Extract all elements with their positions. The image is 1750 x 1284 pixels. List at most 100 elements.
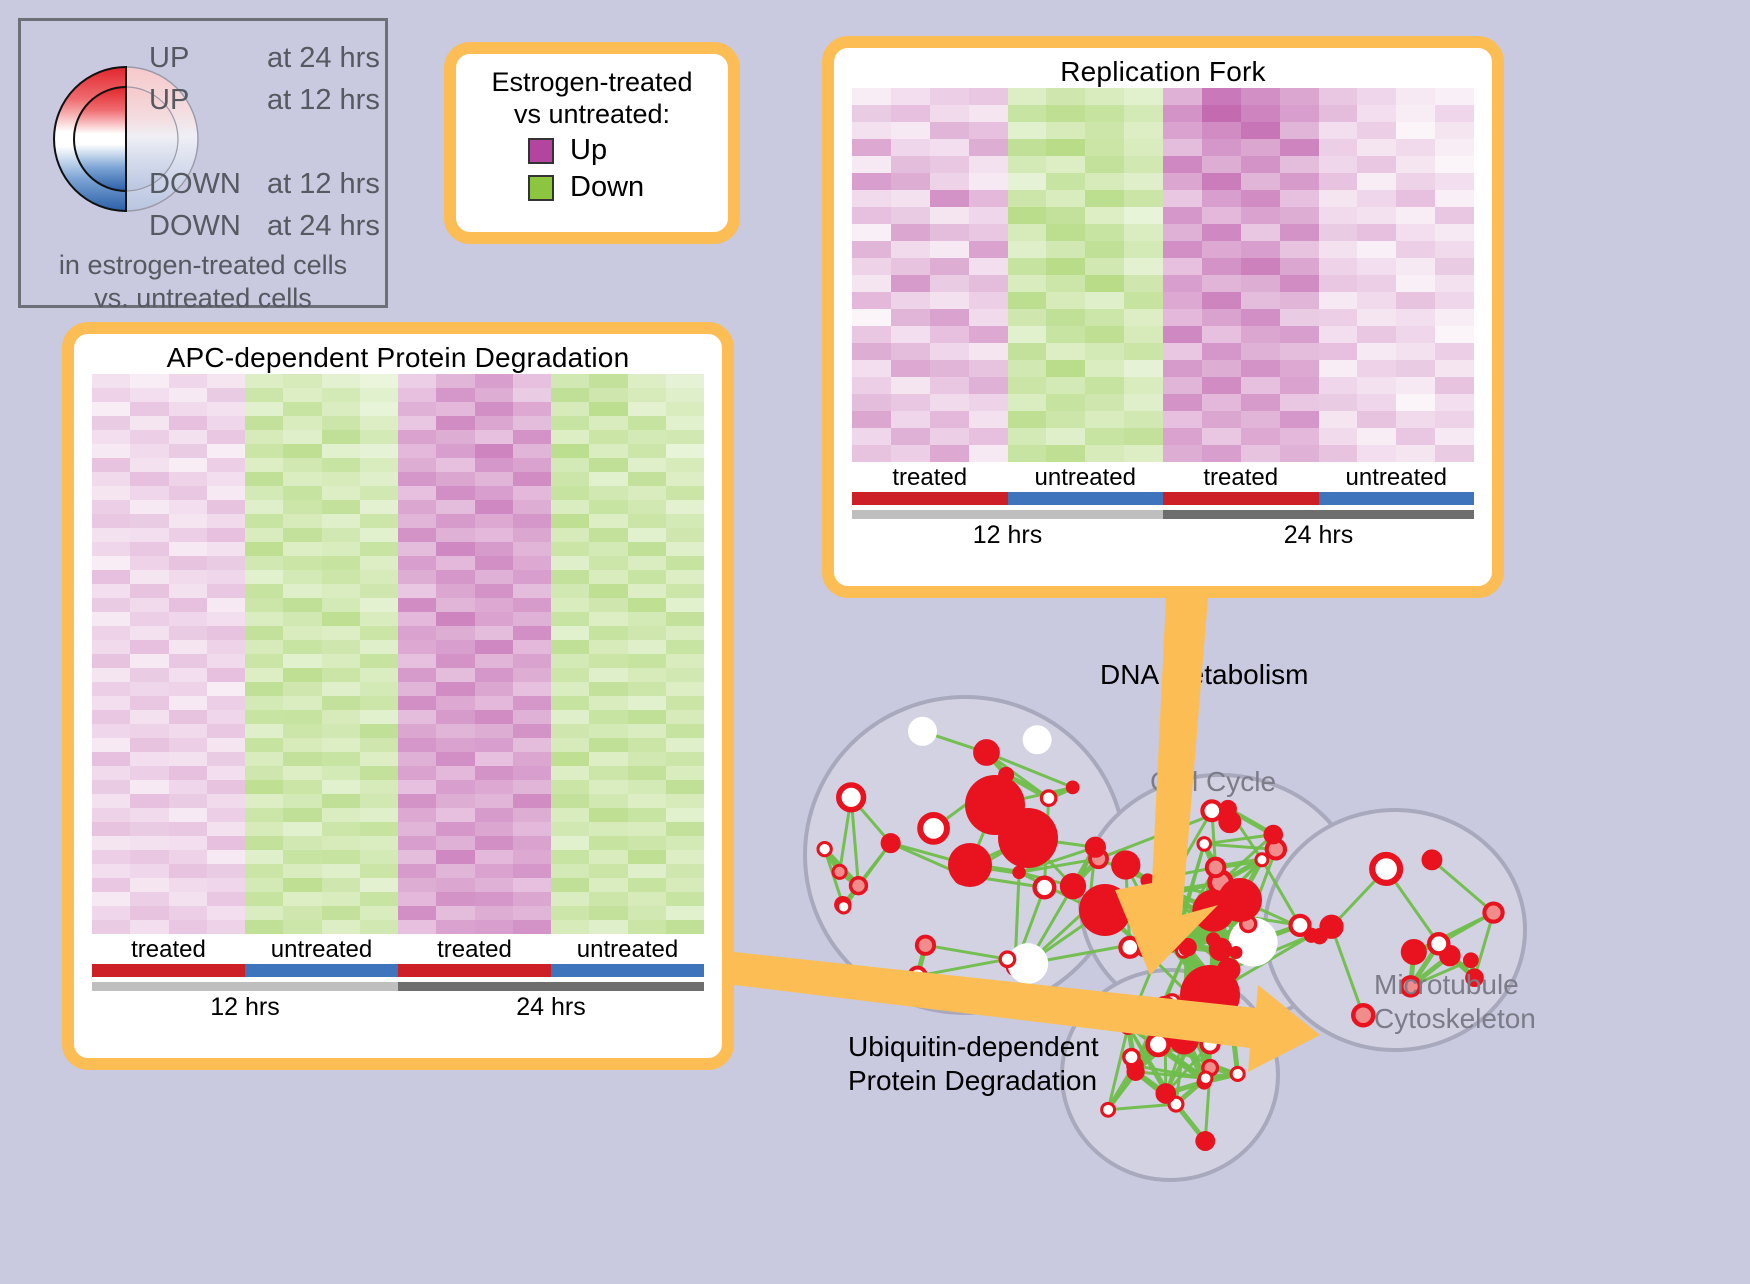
- network-node[interactable]: [1372, 855, 1400, 883]
- heatmap-cell: [969, 156, 1008, 173]
- network-node[interactable]: [1180, 965, 1240, 1025]
- network-node[interactable]: [1172, 1027, 1196, 1051]
- network-node[interactable]: [1041, 791, 1055, 805]
- heatmap-cell: [1124, 173, 1163, 190]
- heatmap-cell: [92, 696, 130, 710]
- network-node[interactable]: [1304, 928, 1319, 943]
- network-node[interactable]: [1155, 998, 1175, 1018]
- network-node[interactable]: [1353, 1005, 1373, 1025]
- network-node[interactable]: [1207, 859, 1225, 877]
- heatmap-cell: [169, 654, 207, 668]
- heatmap-cell: [628, 794, 666, 808]
- heatmap-cell: [92, 388, 130, 402]
- heatmap-cell: [1357, 258, 1396, 275]
- pathway-network: DNA Metabolism Cell Cycle Microtubule Cy…: [770, 600, 1750, 1279]
- network-node[interactable]: [948, 843, 992, 887]
- network-node[interactable]: [1211, 940, 1230, 959]
- network-node[interactable]: [1111, 850, 1140, 879]
- network-node[interactable]: [1229, 946, 1242, 959]
- network-node[interactable]: [1180, 940, 1195, 955]
- network-node[interactable]: [1066, 781, 1080, 795]
- heatmap-cell: [1202, 88, 1241, 105]
- heatmap-cell: [891, 326, 930, 343]
- heatmap-cell: [930, 105, 969, 122]
- network-node[interactable]: [1225, 1018, 1239, 1032]
- network-node[interactable]: [838, 901, 850, 913]
- heatmap-cell: [1241, 88, 1280, 105]
- network-node[interactable]: [1423, 851, 1440, 868]
- network-node[interactable]: [1062, 875, 1083, 896]
- network-node[interactable]: [1087, 839, 1104, 856]
- network-node[interactable]: [851, 878, 867, 894]
- heatmap-cell: [322, 458, 360, 472]
- network-node[interactable]: [1102, 1103, 1115, 1116]
- network-node[interactable]: [1079, 884, 1131, 936]
- heatmap-cell: [92, 794, 130, 808]
- heatmap-cell: [398, 738, 436, 752]
- network-node[interactable]: [976, 742, 998, 764]
- network-node[interactable]: [839, 785, 864, 810]
- heatmap-cell: [1280, 394, 1319, 411]
- network-node[interactable]: [909, 968, 926, 985]
- network-node[interactable]: [1429, 934, 1448, 953]
- network-node[interactable]: [1195, 1131, 1215, 1151]
- network-node[interactable]: [818, 842, 831, 855]
- heatmap-cell: [92, 836, 130, 850]
- heatmap-cell: [969, 428, 1008, 445]
- treatment-bar: [1008, 492, 1164, 505]
- network-node[interactable]: [1000, 952, 1015, 967]
- group-label: untreated: [245, 936, 398, 964]
- network-node[interactable]: [1155, 1083, 1176, 1104]
- heatmap-cell: [245, 416, 283, 430]
- heatmap-cell: [322, 850, 360, 864]
- heatmap-cell: [245, 500, 283, 514]
- heatmap-cell: [130, 794, 168, 808]
- network-node[interactable]: [1199, 1072, 1212, 1085]
- network-node[interactable]: [1221, 802, 1236, 817]
- network-node[interactable]: [908, 717, 937, 746]
- network-node[interactable]: [1322, 917, 1342, 937]
- network-node[interactable]: [1198, 838, 1211, 851]
- network-node[interactable]: [1484, 904, 1502, 922]
- network-node[interactable]: [1124, 1050, 1139, 1065]
- heatmap-cell: [436, 640, 474, 654]
- network-node[interactable]: [1035, 878, 1055, 898]
- network-node[interactable]: [917, 937, 934, 954]
- network-node[interactable]: [833, 865, 846, 878]
- network-node[interactable]: [1148, 1034, 1169, 1055]
- heatmap-cell: [1319, 258, 1358, 275]
- heatmap-cell: [1357, 428, 1396, 445]
- network-node[interactable]: [1218, 878, 1262, 922]
- heatmap-cell: [852, 156, 891, 173]
- heatmap-cell: [969, 139, 1008, 156]
- heatmap-cell: [360, 794, 398, 808]
- network-node[interactable]: [1157, 883, 1173, 899]
- heatmap-cell: [852, 88, 891, 105]
- network-node[interactable]: [1120, 938, 1139, 957]
- heatmap-cell: [513, 542, 551, 556]
- heatmap-cell: [1435, 190, 1474, 207]
- heatmap-cell: [322, 794, 360, 808]
- network-node[interactable]: [1263, 825, 1283, 845]
- network-node[interactable]: [1464, 954, 1477, 967]
- network-node[interactable]: [1196, 907, 1214, 925]
- network-node[interactable]: [1256, 854, 1268, 866]
- heatmap-cell: [322, 682, 360, 696]
- network-node[interactable]: [1023, 725, 1052, 754]
- network-node[interactable]: [998, 808, 1058, 868]
- heatmap-cell: [360, 542, 398, 556]
- network-node[interactable]: [920, 815, 947, 842]
- network-node[interactable]: [1231, 1067, 1244, 1080]
- network-node[interactable]: [1172, 922, 1184, 934]
- network-node[interactable]: [1140, 873, 1154, 887]
- heatmap-cell: [92, 514, 130, 528]
- network-node[interactable]: [1201, 1035, 1218, 1052]
- heatmap-cell: [969, 445, 1008, 462]
- heatmap-cell: [322, 430, 360, 444]
- network-node[interactable]: [882, 835, 898, 851]
- heatmap-cell: [1124, 275, 1163, 292]
- heatmap-cell: [475, 514, 513, 528]
- network-node[interactable]: [1202, 801, 1221, 820]
- network-node[interactable]: [1401, 939, 1427, 965]
- network-node[interactable]: [1121, 1019, 1135, 1033]
